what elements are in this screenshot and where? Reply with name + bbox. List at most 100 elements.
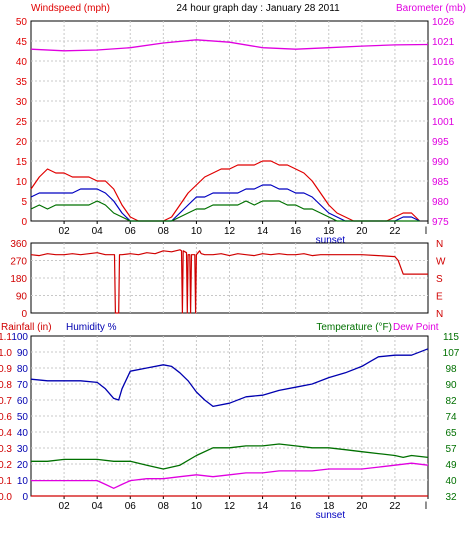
wind-panel-x-tick-label: 12 [224,226,236,237]
humidity-panel-x-tick-label: l [425,501,427,512]
rain-y-tick-label: 0.4 [0,428,12,439]
humidity-panel-x-tick-label: 22 [389,501,401,512]
wind-panel-x-tick-label: 08 [158,226,170,237]
baro-y-tick-label: 975 [432,217,449,228]
baro-y-tick-label: 1021 [432,37,455,48]
temperature-y-tick-label: 32 [445,492,457,503]
rain-y-tick-label: 0.6 [0,412,12,423]
wind-panel-x-tick-label: 14 [257,226,269,237]
wind-y-tick-label: 0 [21,217,27,228]
temperature-y-tick-label: 57 [445,444,457,455]
wind-y-tick-label: 50 [16,17,28,28]
temperature-y-tick-label: 82 [445,396,457,407]
humidity-y-tick-label: 80 [17,364,29,375]
direction-y-tick-label: 270 [10,257,27,268]
humidity-panel-x-tick-label: 18 [323,501,335,512]
temperature-y-tick-label: 49 [445,460,457,471]
wind-y-tick-label: 5 [21,197,27,208]
wind-y-tick-label: 35 [16,77,28,88]
direction-compass-label: W [436,257,446,268]
baro-y-tick-label: 1001 [432,117,455,128]
baro-y-tick-label: 985 [432,177,449,188]
humidity-panel-x-tick-label: 02 [59,501,71,512]
rain-y-tick-label: 0.0 [0,492,12,503]
humidity-panel-x-tick-label: 12 [224,501,236,512]
wind-y-tick-label: 20 [16,137,28,148]
humidity-panel-x-tick-label: 16 [290,501,302,512]
humidity-panel-x-tick-label: 20 [356,501,368,512]
wind-y-tick-label: 15 [16,157,28,168]
baro-y-tick-label: 980 [432,197,449,208]
wind-panel-x-sunset-label: sunset [316,235,346,246]
rain-y-tick-label: 1.1 [0,332,12,343]
rain-y-tick-label: 1.0 [0,348,12,359]
humidity-y-tick-label: 50 [17,412,29,423]
dewpoint-line [31,462,429,489]
temperature-line [31,443,429,470]
humidity-y-tick-label: 20 [17,460,29,471]
rain-y-tick-label: 0.8 [0,380,12,391]
wind_low-line [30,200,420,222]
direction-y-tick-label: 180 [10,274,27,285]
rain-y-tick-label: 0.7 [0,396,12,407]
wind-panel-x-tick-label: l [425,226,427,237]
humidity-panel-x-tick-label: 06 [125,501,137,512]
wind-y-tick-label: 45 [16,37,28,48]
humidity-panel-x-sunset-label: sunset [316,510,346,521]
humidity-axis-title: Humidity % [66,322,117,333]
chart-title: 24 hour graph day : January 28 2011 [176,3,340,14]
wind-y-tick-label: 30 [16,97,28,108]
humidity-y-tick-label: 40 [17,428,29,439]
baro-y-tick-label: 995 [432,137,449,148]
wind-panel-x-tick-label: 22 [389,226,401,237]
baro-y-tick-label: 1016 [432,57,455,68]
humidity-y-tick-label: 90 [17,348,29,359]
rainfall-axis-title: Rainfall (in) [1,322,52,333]
humidity-y-tick-label: 100 [11,332,28,343]
dewpoint-axis-title: Dew Point [393,322,439,333]
direction-y-tick-label: 90 [16,292,28,303]
direction-compass-label: N [436,309,443,320]
direction-y-tick-label: 0 [21,309,27,320]
baro-y-tick-label: 1026 [432,17,455,28]
barometer-line [30,39,429,52]
barometer-axis-title: Barometer (mb) [396,3,466,14]
humidity-y-tick-label: 70 [17,380,29,391]
chart-headers: Windspeed (mph) 24 hour graph day : Janu… [1,3,466,333]
wind-panel-x-tick-label: 16 [290,226,302,237]
wind-y-tick-label: 10 [16,177,28,188]
baro-y-tick-label: 990 [432,157,449,168]
rain-y-tick-label: 0.2 [0,460,12,471]
rain-y-tick-label: 0.3 [0,444,12,455]
wind-panel-x-tick-label: 18 [323,226,335,237]
wind-panel-x-tick-label: 06 [125,226,137,237]
wind-y-tick-label: 25 [16,117,28,128]
wind-panel-x-tick-label: 04 [92,226,104,237]
humidity-y-tick-label: 60 [17,396,29,407]
wind-panel-x-tick-label: 02 [59,226,71,237]
humidity-y-tick-label: 10 [17,476,29,487]
temperature-y-tick-label: 90 [445,380,457,391]
rain-y-tick-label: 0.1 [0,476,12,487]
direction-compass-label: N [436,239,443,250]
windspeed-axis-title: Windspeed (mph) [31,3,110,14]
humidity-panel-x-tick-label: 14 [257,501,269,512]
humidity-y-tick-label: 30 [17,444,29,455]
temperature-y-tick-label: 98 [445,364,457,375]
humidity-panel-x-tick-label: 08 [158,501,170,512]
humidity-panel-x-tick-label: 10 [191,501,203,512]
direction-compass-label: E [436,292,443,303]
temperature-y-tick-label: 65 [445,428,457,439]
baro-y-tick-label: 1006 [432,97,455,108]
temperature-y-tick-label: 107 [443,348,460,359]
temperature-y-tick-label: 74 [445,412,457,423]
humidity-panel-x-tick-label: 04 [92,501,104,512]
humidity-line [30,348,429,408]
wind-y-tick-label: 40 [16,57,28,68]
wind-panel-x-tick-label: 20 [356,226,368,237]
rain-y-tick-label: 0.9 [0,364,12,375]
humidity-y-tick-label: 0 [22,492,28,503]
direction-line [30,249,428,314]
direction-compass-label: S [436,274,443,285]
